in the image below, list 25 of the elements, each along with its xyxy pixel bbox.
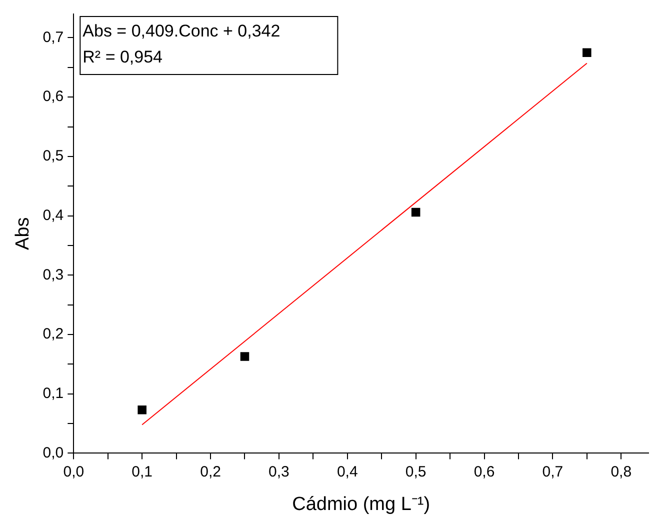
- y-tick-label: 0,5: [42, 148, 64, 165]
- point: [240, 352, 250, 361]
- x-tick-label: 0,6: [474, 463, 495, 480]
- point: [582, 48, 592, 57]
- y-tick-label: 0,1: [42, 384, 64, 402]
- x-tick-label: 0,3: [268, 463, 290, 480]
- x-tick-label: 0,1: [132, 463, 153, 480]
- x-axis-title: Cádmio (mg L⁻¹): [292, 494, 430, 515]
- point: [411, 208, 420, 217]
- annotation: Abs = 0,409.Conc + 0,342: [82, 22, 280, 41]
- point: [138, 405, 146, 414]
- x-tick-label: 0,5: [405, 463, 426, 480]
- x-tick-label: 0,4: [336, 463, 358, 480]
- y-tick-label: 0,2: [42, 326, 64, 343]
- y-tick-label: 0,4: [42, 206, 64, 224]
- x-tick-label: 0,7: [542, 463, 564, 480]
- x-tick-label: 0,2: [200, 463, 221, 480]
- annotation: R² = 0,954: [82, 48, 163, 67]
- x-tick-label: 0,8: [610, 463, 632, 480]
- x-tick-label: 0,0: [63, 463, 84, 480]
- y-tick-label: 0,3: [42, 266, 64, 284]
- y-tick-label: 0,7: [42, 28, 64, 46]
- y-axis-title: Abs: [12, 217, 34, 250]
- y-tick-label: 0,0: [42, 444, 64, 462]
- y-tick-label: 0,6: [42, 88, 64, 106]
